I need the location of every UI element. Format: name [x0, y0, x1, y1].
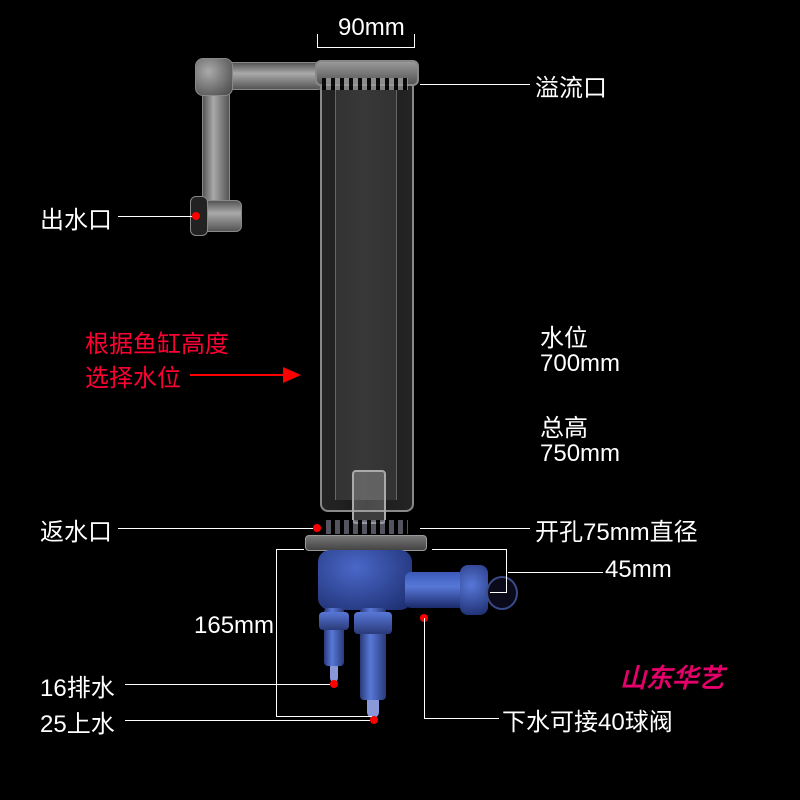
dim-90-line	[317, 47, 415, 48]
hole-label: 开孔75mm直径	[535, 512, 698, 547]
outlet-label: 出水口	[40, 200, 112, 235]
return-dot	[313, 524, 321, 532]
outlet-elbow-corner	[195, 58, 233, 96]
bottom-valve-leader-horiz	[424, 718, 499, 719]
note-line1: 根据鱼缸高度	[85, 324, 229, 359]
note-arrow-head	[283, 367, 301, 383]
dim-90-tick-left	[317, 34, 318, 48]
main-tube-inner	[335, 85, 397, 500]
inner-standpipe	[352, 470, 386, 524]
total-height-label: 总高	[540, 408, 588, 443]
supply-25-label: 25上水	[40, 704, 115, 739]
drain-16-label: 16排水	[40, 668, 115, 703]
return-label: 返水口	[40, 512, 112, 547]
dim-45-leader	[508, 572, 603, 573]
dim-165-bot-tick	[276, 716, 372, 717]
return-leader	[118, 528, 313, 529]
dim-45-top-tick	[432, 549, 507, 550]
water-level-label: 水位	[540, 318, 588, 353]
valve-side-cap	[460, 565, 488, 615]
valve-side-outlet	[486, 576, 518, 610]
overflow-leader	[420, 84, 530, 85]
drain-16-leader	[125, 684, 330, 685]
outlet-elbow-vertical	[202, 88, 230, 210]
drain-16-dot	[330, 680, 338, 688]
bottom-valve-leader-vert	[424, 618, 425, 718]
dim-165-label: 165mm	[194, 612, 274, 640]
note-arrow-shaft	[190, 374, 285, 376]
dim-165-line	[276, 549, 277, 717]
bottom-valve-label: 下水可接40球阀	[502, 702, 673, 737]
brand-watermark: 山东华艺	[620, 658, 724, 695]
outlet-dot	[192, 212, 200, 220]
dim-45-label: 45mm	[605, 556, 672, 584]
overflow-slots	[322, 78, 408, 90]
dim-90-tick-right	[414, 34, 415, 48]
dim-45-bot-tick	[490, 592, 507, 593]
total-height-value: 750mm	[540, 440, 620, 468]
overflow-label: 溢流口	[535, 68, 607, 103]
hole-leader	[420, 528, 530, 529]
dim-45-line	[506, 549, 507, 593]
outlet-leader	[118, 216, 193, 217]
dim-165-top-tick	[276, 549, 304, 550]
supply-pipe-25-nut	[354, 612, 392, 634]
dim-90-label: 90mm	[338, 14, 405, 42]
return-slots	[322, 520, 408, 534]
drain-pipe-16-nut	[319, 612, 349, 630]
valve-body	[318, 550, 412, 610]
bottom-flange	[305, 535, 427, 551]
valve-side-arm	[405, 572, 465, 608]
note-line2: 选择水位	[85, 358, 181, 393]
water-level-value: 700mm	[540, 350, 620, 378]
supply-25-dot	[370, 716, 378, 724]
supply-25-leader	[125, 720, 370, 721]
